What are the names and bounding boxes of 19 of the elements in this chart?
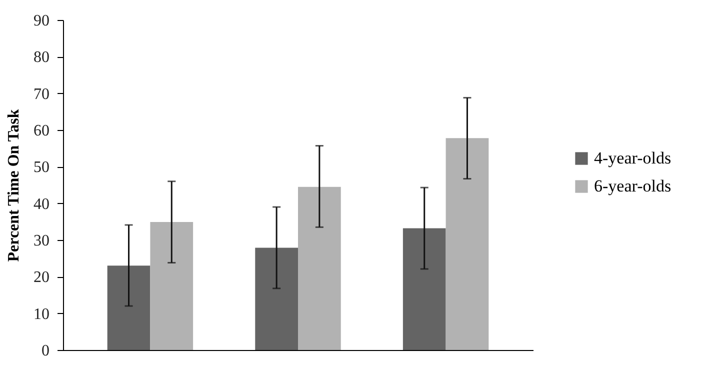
y-tick-label: 60: [34, 122, 50, 140]
bar: [150, 222, 194, 350]
y-tick-label: 0: [42, 342, 50, 360]
y-tick-label: 70: [34, 86, 50, 103]
y-axis-title: Percent Time On Task: [6, 109, 22, 262]
legend-label: 4-year-olds: [594, 148, 672, 168]
y-tick-label: 50: [34, 159, 50, 176]
bar: [298, 186, 341, 350]
y-tick-label: 30: [34, 232, 50, 250]
bar: [107, 266, 150, 350]
y-tick-label: 40: [34, 196, 50, 213]
bar: [402, 228, 446, 350]
y-tick-label: 10: [34, 306, 50, 323]
bar: [255, 248, 298, 350]
y-tick-label: 90: [34, 12, 50, 30]
y-tick-label: 20: [34, 269, 50, 286]
legend-label: 6-year-olds: [594, 176, 672, 196]
bar: [446, 138, 489, 350]
y-tick-label: 80: [34, 49, 50, 66]
